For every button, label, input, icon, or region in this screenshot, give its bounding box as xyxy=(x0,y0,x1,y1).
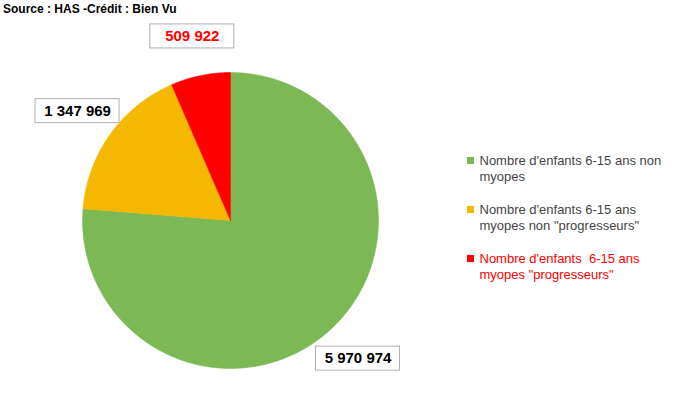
svg-text:1 347 969: 1 347 969 xyxy=(44,102,111,119)
html-text:Source : HAS -Crédit : Bien Vu: Source : HAS -Crédit : Bien Vu xyxy=(3,2,177,16)
svg-text:509 922: 509 922 xyxy=(165,27,219,44)
svg-text:Nombre d'enfants 6-15 ansmyope: Nombre d'enfants 6-15 ansmyopes non "pro… xyxy=(480,201,640,233)
svg-text:5 970 974: 5 970 974 xyxy=(325,349,392,366)
svg-text:Nombre d'enfants 6-15 ans nonm: Nombre d'enfants 6-15 ans nonmyopes xyxy=(480,152,662,184)
svg-text:Nombre d'enfants 6-15 ansmyop: Nombre d'enfants 6-15 ansmyopes "progres… xyxy=(480,250,641,282)
